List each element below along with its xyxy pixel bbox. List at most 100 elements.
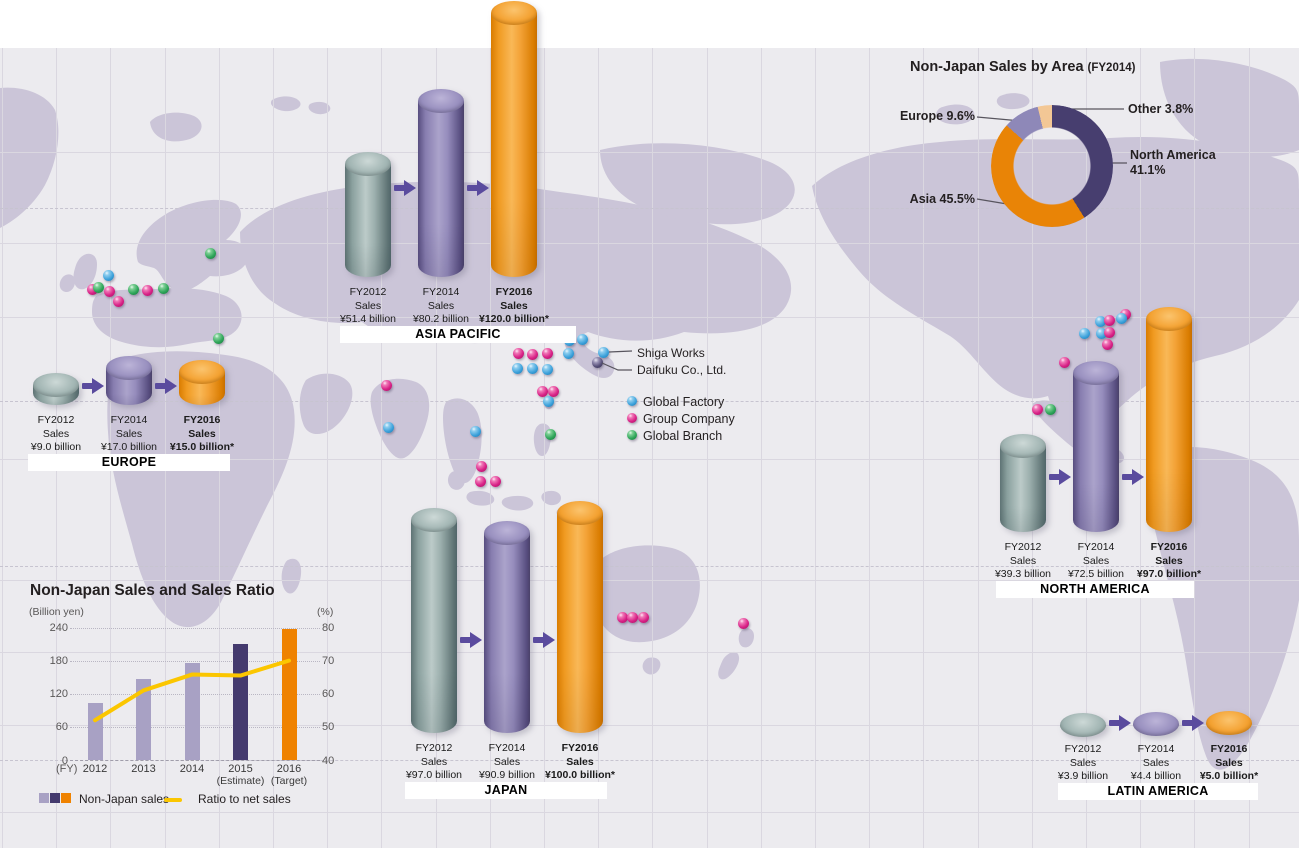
cylinder-label-line: Sales xyxy=(1069,756,1097,769)
grid-line-vertical xyxy=(869,48,871,848)
cylinder-label: FY2016 Sales ¥15.0 billion* xyxy=(157,414,247,455)
cylinder-label: FY2012 Sales ¥39.3 billion xyxy=(978,541,1068,582)
grid-line-horizontal xyxy=(0,580,1299,581)
x-tick-note: (Target) xyxy=(270,775,308,787)
map-legend-item-group-company: Group Company xyxy=(627,412,747,426)
map-dot-company xyxy=(1101,338,1113,350)
cylinder-label-line: ¥9.0 billion xyxy=(30,441,82,453)
cylinder-label: FY2014 Sales ¥80.2 billion xyxy=(396,286,486,327)
group-company-label: Group Company xyxy=(643,412,735,426)
cylinder-label: FY2014 Sales ¥72.5 billion xyxy=(1051,541,1141,582)
cylinder-label: FY2016 Sales ¥5.0 billion* xyxy=(1184,743,1274,784)
grid-line-horizontal xyxy=(0,812,1299,813)
cylinder-body xyxy=(1146,318,1192,532)
map-dot-company xyxy=(547,385,559,397)
cylinder-label-line: ¥80.2 billion xyxy=(412,313,470,325)
cylinder-label: FY2016 Sales ¥120.0 billion* xyxy=(469,286,559,327)
cylinder-top xyxy=(33,373,79,398)
cylinder-label-line: Sales xyxy=(1009,554,1037,567)
donut-ring xyxy=(991,105,1113,227)
cylinder-label: FY2014 Sales ¥90.9 billion xyxy=(462,742,552,783)
map-legend-item-global-factory: Global Factory xyxy=(627,395,747,409)
bar-2016 xyxy=(281,628,297,760)
bar-2013 xyxy=(136,679,151,760)
region-label-latin-america: LATIN AMERICA xyxy=(1058,783,1258,800)
cylinder-label-line: Sales xyxy=(500,299,528,312)
bar-2014 xyxy=(184,662,200,760)
cylinder-label-line: FY2016 xyxy=(1150,541,1188,553)
cylinder-label-line: Sales xyxy=(1215,756,1243,769)
cylinder-label-line: FY2012 xyxy=(1004,541,1042,553)
cylinder-label-line: FY2014 xyxy=(1137,743,1175,755)
cylinder-body xyxy=(491,13,537,277)
map-dot-company xyxy=(103,285,115,297)
cylinder-fy2012 xyxy=(1060,713,1106,738)
map-dot-branch xyxy=(544,428,556,440)
cylinder-top xyxy=(1000,433,1046,458)
grid-line-vertical xyxy=(327,48,329,848)
cylinder-fy2012 xyxy=(33,373,79,405)
region-label-japan: JAPAN xyxy=(405,782,607,799)
cylinder-top xyxy=(557,501,603,525)
grid-line-vertical xyxy=(1140,48,1142,848)
map-dot-company xyxy=(737,617,749,629)
grid-line-vertical xyxy=(2,48,3,848)
cylinder-top xyxy=(345,151,391,176)
growth-arrow-icon xyxy=(1122,469,1144,485)
global-factory-label: Global Factory xyxy=(643,395,725,409)
bar-2012 xyxy=(87,702,103,760)
left-axis-tick: 180 xyxy=(49,655,68,668)
growth-arrow-icon xyxy=(1109,715,1131,731)
cylinder-label-line: ¥100.0 billion* xyxy=(544,769,616,781)
map-dot-company xyxy=(616,611,628,623)
donut-label-north-america-pct: 41.1% xyxy=(1130,163,1166,177)
cylinder-label-line: ¥97.0 billion xyxy=(405,769,463,781)
donut-title-text: Non-Japan Sales by Area xyxy=(910,59,1084,75)
chart-gridline xyxy=(70,627,320,629)
chart-gridline xyxy=(70,760,320,761)
region-label-asia-pacific: ASIA PACIFIC xyxy=(340,326,576,343)
cylinder-label-line: ¥51.4 billion xyxy=(339,313,397,325)
grid-line-horizontal xyxy=(0,459,1299,460)
map-dot-factory xyxy=(526,362,538,374)
cylinder-label: FY2016 Sales ¥97.0 billion* xyxy=(1124,541,1214,582)
x-tick-2015: 2015 xyxy=(228,763,253,775)
cylinder-label: FY2016 Sales ¥100.0 billion* xyxy=(535,742,625,783)
cylinder-label-line: Sales xyxy=(1155,554,1183,567)
x-tick-2013: 2013 xyxy=(131,763,156,775)
cylinder-body xyxy=(484,533,530,733)
grid-line-vertical xyxy=(435,48,437,848)
cylinder-fy2016 xyxy=(1206,711,1252,735)
cylinder-label-line: FY2016 xyxy=(183,414,221,426)
cylinder-fy2016 xyxy=(1146,306,1192,532)
cylinder-body xyxy=(418,100,464,277)
cylinder-label-line: ¥4.4 billion xyxy=(1130,770,1182,782)
map-dot-company xyxy=(86,283,98,295)
grid-line-dashed xyxy=(0,566,1299,567)
map-legend-item-global-branch: Global Branch xyxy=(627,429,747,443)
cylinder-label-line: FY2016 xyxy=(561,742,599,754)
left-axis-tick: 0 xyxy=(61,754,68,767)
global-branch-label: Global Branch xyxy=(643,429,723,443)
legend-bars-label: Non-Japan sales xyxy=(79,792,170,806)
cylinder-top xyxy=(1060,713,1106,738)
x-tick-2012: 2012 xyxy=(82,763,108,775)
map-dot-factory xyxy=(542,395,554,407)
grid-line-vertical xyxy=(760,48,762,848)
cylinder-fy2016 xyxy=(557,501,603,733)
cylinder-label: FY2014 Sales ¥17.0 billion xyxy=(84,414,174,455)
map-dot-company xyxy=(541,347,553,359)
cylinder-top xyxy=(106,355,152,380)
growth-arrow-icon xyxy=(82,378,104,394)
x-tick-2016: 2016 xyxy=(276,763,302,775)
grid-line-vertical xyxy=(489,48,491,848)
grid-line-horizontal xyxy=(0,725,1299,726)
cylinder-label-line: ¥15.0 billion* xyxy=(169,441,235,453)
donut-label-europe: Europe 9.6% xyxy=(899,109,975,123)
map-dot-company xyxy=(112,295,124,307)
cylinder-label: FY2012 Sales ¥97.0 billion xyxy=(389,742,479,783)
grid-line-horizontal xyxy=(0,243,1299,244)
annotation-shiga-works: Shiga Works xyxy=(637,346,705,360)
map-dot-branch xyxy=(204,247,216,259)
cylinder-fy2012 xyxy=(345,151,391,277)
